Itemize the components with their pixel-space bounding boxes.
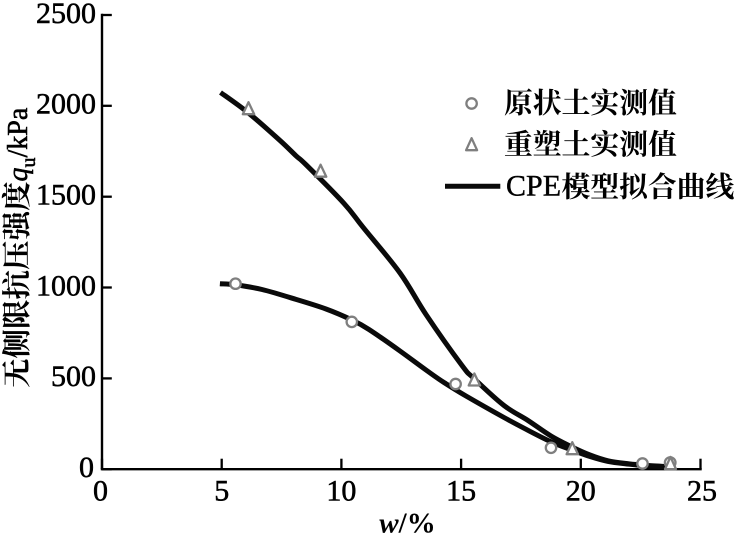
svg-text:1000: 1000: [36, 269, 96, 302]
svg-text:0: 0: [93, 475, 108, 508]
svg-text:2000: 2000: [36, 88, 96, 121]
svg-text:0: 0: [79, 451, 94, 484]
svg-text:10: 10: [326, 475, 356, 508]
svg-text:5: 5: [214, 475, 229, 508]
svg-text:qu/kPa: qu/kPa: [3, 107, 40, 181]
svg-text:w/%: w/%: [379, 508, 435, 535]
svg-text:2500: 2500: [36, 0, 96, 30]
svg-text:CPE: CPE: [506, 170, 561, 203]
svg-text:25: 25: [687, 475, 717, 508]
svg-text:1500: 1500: [36, 179, 96, 212]
svg-text:15: 15: [446, 475, 476, 508]
svg-text:20: 20: [566, 475, 596, 508]
svg-text:500: 500: [51, 360, 96, 393]
